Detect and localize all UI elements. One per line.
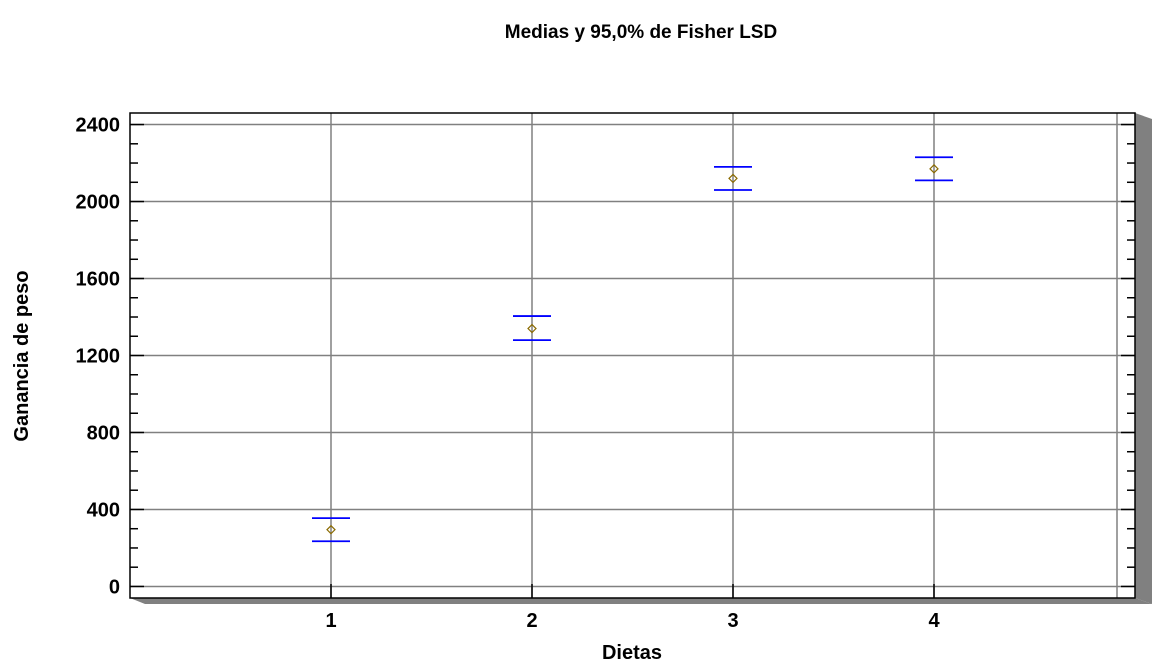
y-tick-label: 400 bbox=[87, 499, 120, 521]
plot-shadow bbox=[130, 598, 1152, 604]
x-tick-labels: 1 2 3 4 bbox=[325, 610, 940, 632]
x-tick-label: 3 bbox=[727, 610, 738, 632]
y-axis-label: Ganancia de peso bbox=[11, 270, 33, 441]
y-tick-label: 0 bbox=[109, 576, 120, 598]
mean-marker bbox=[728, 173, 738, 184]
y-tick-label: 2400 bbox=[76, 115, 121, 137]
y-tick-label: 800 bbox=[87, 422, 120, 444]
chart-title: Medias y 95,0% de Fisher LSD bbox=[505, 22, 777, 43]
y-tick-label: 1200 bbox=[76, 346, 121, 368]
data-marks bbox=[312, 156, 953, 543]
x-tick-label: 4 bbox=[928, 610, 940, 632]
mean-marker bbox=[326, 524, 336, 535]
mean-marker bbox=[929, 163, 939, 174]
y-tick-label: 1600 bbox=[76, 269, 121, 291]
y-tick-labels: 0 400 800 1200 1600 2000 2400 bbox=[76, 115, 121, 599]
plot-shadow-right bbox=[1135, 113, 1152, 604]
x-tick-label: 1 bbox=[325, 610, 336, 632]
y-tick-label: 2000 bbox=[76, 192, 121, 214]
x-tick-label: 2 bbox=[526, 610, 537, 632]
x-axis-label: Dietas bbox=[602, 642, 662, 663]
axis-ticks bbox=[130, 123, 1135, 598]
grid-lines bbox=[130, 113, 1135, 598]
plot-area-border bbox=[129, 112, 1136, 599]
mean-marker bbox=[527, 323, 537, 334]
